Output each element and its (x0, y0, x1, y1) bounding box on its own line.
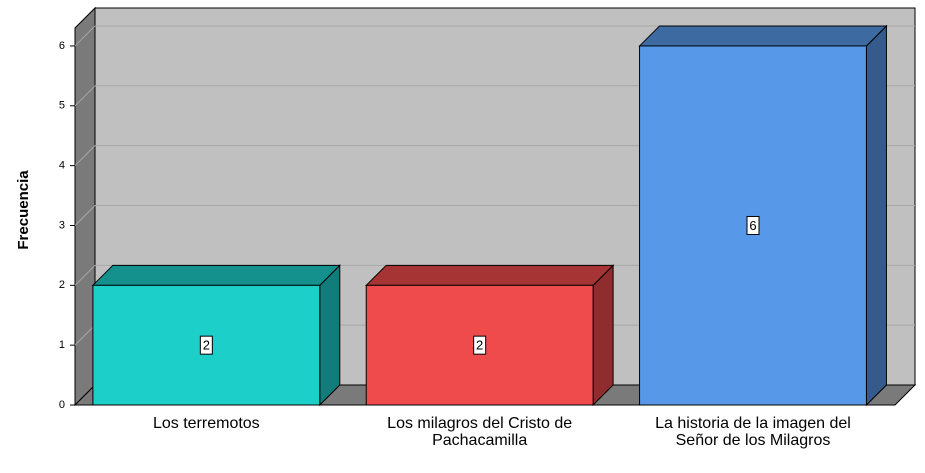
bar (365, 264, 615, 407)
value-label-box (746, 215, 760, 235)
y-tick-label: 6 (59, 40, 65, 52)
grid-line (74, 205, 96, 226)
left-wall (74, 6, 96, 407)
value-label: 6 (749, 218, 756, 233)
y-tick-label: 0 (59, 399, 65, 411)
value-label-box (199, 335, 213, 355)
grid-line (74, 324, 96, 346)
bar (91, 264, 341, 407)
bar-top (91, 264, 341, 286)
y-tick-label: 5 (59, 100, 65, 112)
bar-side (592, 264, 614, 407)
value-label: 2 (476, 338, 483, 353)
y-tick-label: 2 (59, 279, 65, 291)
grid-line (74, 145, 96, 166)
x-tick-label: Los terremotos (153, 415, 260, 432)
x-tick-label: La historia de la imagen del Señor de los… (655, 415, 851, 449)
grid-line (74, 25, 96, 47)
value-label: 2 (203, 338, 210, 353)
value-label-box (473, 335, 487, 355)
bar-side (865, 24, 887, 407)
bar-side (319, 264, 341, 407)
y-tick-label: 1 (59, 339, 65, 351)
bar-top (638, 25, 888, 47)
y-axis-label: Frecuencia (15, 170, 32, 250)
grid-line (74, 264, 96, 286)
grid-line (74, 85, 96, 107)
y-tick-label: 4 (59, 160, 65, 172)
bar (638, 24, 888, 407)
y-tick-label: 3 (59, 219, 65, 231)
x-tick-label: Los milagros del Cristo de Pachacamilla (387, 415, 572, 449)
bar-top (365, 264, 615, 286)
